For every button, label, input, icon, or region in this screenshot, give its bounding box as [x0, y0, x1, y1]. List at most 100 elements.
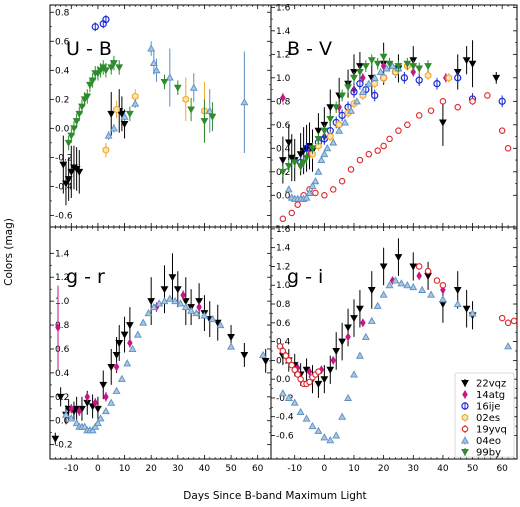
data-point — [187, 306, 196, 314]
y-tick-label: -0.4 — [55, 182, 73, 192]
data-point — [321, 192, 328, 199]
legend-frame — [454, 372, 515, 458]
data-point — [409, 263, 418, 271]
data-point — [165, 294, 174, 302]
y-tick-label: 0.8 — [55, 8, 70, 18]
panel-title: B - V — [287, 38, 332, 60]
data-point — [367, 57, 376, 65]
data-point — [131, 92, 139, 101]
data-point — [104, 131, 113, 139]
data-point — [72, 118, 81, 126]
data-point — [196, 302, 202, 312]
y-tick-label: 1.2 — [55, 273, 69, 283]
data-point — [326, 436, 335, 444]
x-tick-label: 20 — [378, 464, 390, 474]
legend-item-22vqz: 22vqz — [461, 379, 506, 390]
data-point — [320, 376, 329, 384]
data-point — [93, 418, 102, 427]
data-point — [173, 286, 182, 294]
data-point — [149, 58, 158, 67]
data-point — [216, 320, 225, 329]
data-point — [379, 53, 388, 61]
data-point — [314, 127, 323, 135]
panel-1: -0.6-0.4-0.20.00.20.40.60.8U - B — [49, 4, 272, 228]
data-point — [468, 309, 477, 317]
data-point — [297, 375, 304, 383]
data-point — [285, 357, 293, 364]
y-axis-label: Colors (mag) — [3, 218, 15, 286]
x-tick-label: 0 — [95, 464, 101, 474]
data-point — [453, 286, 462, 294]
legend-marker — [461, 449, 469, 457]
y-tick-label: -0.2 — [55, 441, 73, 451]
y-tick-label: 0.2 — [55, 95, 69, 105]
panel-frame — [49, 226, 272, 460]
data-point — [395, 127, 402, 134]
data-point — [305, 188, 314, 196]
data-point — [109, 124, 118, 132]
data-point — [415, 112, 423, 119]
legend-label: 02es — [476, 413, 500, 424]
data-point — [364, 79, 373, 87]
data-point — [282, 352, 290, 359]
data-point — [453, 299, 462, 308]
data-point — [149, 302, 158, 311]
data-point — [112, 386, 121, 394]
data-point — [107, 363, 116, 371]
data-point — [290, 159, 299, 167]
y-tick-label: 0.4 — [55, 66, 70, 76]
y-tick-label: 0.6 — [276, 121, 291, 131]
data-point — [296, 162, 305, 170]
data-point — [385, 281, 394, 289]
data-point — [152, 66, 161, 74]
data-point — [332, 104, 341, 112]
data-point — [350, 370, 358, 378]
x-tick-label: 60 — [496, 464, 508, 474]
data-point — [126, 322, 134, 330]
data-point — [171, 297, 180, 305]
data-point — [302, 154, 311, 162]
y-tick-label: 0.6 — [276, 319, 291, 329]
data-point — [438, 295, 447, 303]
data-point — [329, 186, 337, 193]
legend-label: 19yvq — [476, 425, 507, 436]
x-tick-label: 60 — [252, 464, 264, 474]
data-point — [397, 279, 406, 287]
y-tick-label: 0.0 — [276, 191, 291, 201]
legend-item-19yvq: 19yvq — [461, 425, 507, 436]
data-point — [279, 347, 287, 355]
data-point — [504, 319, 512, 327]
data-point — [120, 112, 129, 120]
y-tick-label: 0.8 — [55, 321, 70, 331]
data-point — [308, 421, 317, 430]
data-point — [373, 60, 382, 68]
data-point — [102, 146, 110, 154]
legend-marker — [461, 402, 469, 410]
data-point — [380, 142, 387, 150]
data-point — [144, 308, 153, 317]
data-point — [462, 57, 471, 65]
data-point — [403, 60, 412, 68]
data-point — [62, 180, 70, 188]
data-point — [415, 65, 424, 73]
data-point — [314, 426, 323, 434]
data-point — [510, 317, 518, 325]
data-point — [296, 151, 305, 159]
data-point — [370, 73, 379, 81]
y-tick-label: -0.2 — [276, 394, 294, 404]
data-point — [314, 135, 323, 143]
x-tick-label: 20 — [145, 464, 157, 474]
data-point — [139, 318, 148, 326]
data-point — [192, 308, 201, 317]
data-point — [371, 91, 379, 100]
data-point — [454, 74, 462, 82]
data-point — [424, 267, 432, 275]
data-point — [376, 67, 385, 75]
data-point — [64, 139, 73, 147]
data-point — [320, 150, 329, 158]
data-point — [208, 113, 217, 121]
legend-marker — [462, 390, 468, 399]
data-point — [315, 142, 322, 150]
data-point — [284, 393, 293, 401]
data-point — [120, 331, 129, 339]
